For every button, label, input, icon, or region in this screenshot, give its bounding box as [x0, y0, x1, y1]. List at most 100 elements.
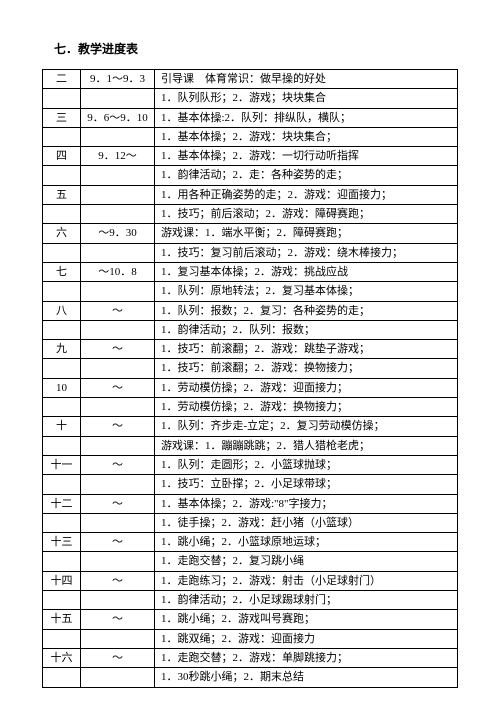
week-cell: 四	[43, 147, 81, 166]
date-cell: ～	[81, 494, 155, 513]
date-cell	[81, 359, 155, 378]
content-cell: 1．基本体操；2．游戏：块块集合；	[155, 127, 458, 146]
content-cell: 1．劳动模仿操；2．游戏：换物接力；	[155, 398, 458, 417]
week-cell	[43, 282, 81, 301]
table-row: 四9．12～1．基本体操；2．游戏：一切行动听指挥	[43, 147, 458, 166]
week-cell: 十四	[43, 571, 81, 590]
content-cell: 1．技巧；前后滚动；2．游戏：障碍赛跑；	[155, 205, 458, 224]
content-cell: 1．技巧：立卧撑；2．小足球带球；	[155, 475, 458, 494]
table-row: 1．走跑交替；2．复习跳小绳	[43, 552, 458, 571]
content-cell: 1．韵律活动；2．小足球踢球射门；	[155, 591, 458, 610]
week-cell: 九	[43, 340, 81, 359]
week-cell: 二	[43, 70, 81, 89]
date-cell	[81, 629, 155, 648]
date-cell	[81, 398, 155, 417]
week-cell: 五	[43, 185, 81, 204]
table-row: 十二～1．基本体操；2．游戏:"8"字接力；	[43, 494, 458, 513]
content-cell: 1．劳动模仿操；2．游戏：迎面接力；	[155, 378, 458, 397]
week-cell	[43, 668, 81, 687]
date-cell	[81, 513, 155, 532]
content-cell: 1．走跑交替；2．复习跳小绳	[155, 552, 458, 571]
table-row: 1．队列队形；2．游戏；块块集合	[43, 89, 458, 108]
table-row: 五 1．用各种正确姿势的走；2．游戏：迎面接力；	[43, 185, 458, 204]
week-cell	[43, 513, 81, 532]
content-cell: 1．队列队形；2．游戏；块块集合	[155, 89, 458, 108]
week-cell	[43, 205, 81, 224]
content-cell: 1．30秒跳小绳；2．期末总结	[155, 668, 458, 687]
table-row: 二9．1～9．3引导课 体育常识：做早操的好处	[43, 70, 458, 89]
content-cell: 1．队列：原地转法；2．复习基本体操；	[155, 282, 458, 301]
table-row: 1．技巧；前后滚动；2．游戏：障碍赛跑；	[43, 205, 458, 224]
date-cell: ～10．8	[81, 262, 155, 281]
date-cell: ～	[81, 648, 155, 667]
table-row: 1．技巧：前滚翻；2．游戏：换物接力；	[43, 359, 458, 378]
date-cell	[81, 591, 155, 610]
date-cell	[81, 436, 155, 455]
section-heading: 七．教学进度表	[54, 40, 458, 57]
content-cell: 1．队列：齐步走-立定；2．复习劳动模仿操；	[155, 417, 458, 436]
date-cell	[81, 552, 155, 571]
content-cell: 1．队列：报数；2．复习：各种姿势的走；	[155, 301, 458, 320]
content-cell: 引导课 体育常识：做早操的好处	[155, 70, 458, 89]
week-cell	[43, 475, 81, 494]
date-cell	[81, 320, 155, 339]
week-cell: 十五	[43, 610, 81, 629]
table-row: 1．劳动模仿操；2．游戏：换物接力；	[43, 398, 458, 417]
date-cell	[81, 185, 155, 204]
date-cell: ～	[81, 301, 155, 320]
week-cell: 十一	[43, 455, 81, 474]
week-cell: 十六	[43, 648, 81, 667]
table-row: 1．韵律活动；2．队列：报数；	[43, 320, 458, 339]
table-row: 1．徒手操；2．游戏：赶小猪（小篮球）	[43, 513, 458, 532]
content-cell: 1．韵律活动；2．走：各种姿势的走；	[155, 166, 458, 185]
content-cell: 1．走跑交替；2．游戏：单脚跳接力；	[155, 648, 458, 667]
table-row: 十一～1．队列：走圆形；2．小篮球抛球；	[43, 455, 458, 474]
table-row: 1．基本体操；2．游戏：块块集合；	[43, 127, 458, 146]
content-cell: 1．韵律活动；2．队列：报数；	[155, 320, 458, 339]
table-row: 1．技巧：立卧撑；2．小足球带球；	[43, 475, 458, 494]
week-cell	[43, 127, 81, 146]
week-cell: 七	[43, 262, 81, 281]
content-cell: 1．跳小绳；2．小篮球原地运球；	[155, 533, 458, 552]
date-cell: ～	[81, 340, 155, 359]
date-cell: 9．1～9．3	[81, 70, 155, 89]
week-cell: 10	[43, 378, 81, 397]
content-cell: 游戏课：1．端水平衡；2．障碍赛跑；	[155, 224, 458, 243]
table-row: 三9．6～9．101．基本体操:2．队列：排纵队，横队；	[43, 108, 458, 127]
table-row: 1．韵律活动；2．走：各种姿势的走；	[43, 166, 458, 185]
table-row: 1．技巧：复习前后滚动；2．游戏：绕木棒接力；	[43, 243, 458, 262]
date-cell: ～	[81, 533, 155, 552]
date-cell	[81, 475, 155, 494]
content-cell: 1．技巧：复习前后滚动；2．游戏：绕木棒接力；	[155, 243, 458, 262]
content-cell: 1．跳小绳；2．游戏叫号赛跑；	[155, 610, 458, 629]
date-cell	[81, 89, 155, 108]
date-cell: 9．12～	[81, 147, 155, 166]
content-cell: 1．徒手操；2．游戏：赶小猪（小篮球）	[155, 513, 458, 532]
table-row: 十三～1．跳小绳；2．小篮球原地运球；	[43, 533, 458, 552]
week-cell	[43, 552, 81, 571]
date-cell: ～	[81, 417, 155, 436]
content-cell: 游戏课：1．蹦蹦跳跳；2．猎人猎枪老虎；	[155, 436, 458, 455]
table-row: 1．队列：原地转法；2．复习基本体操；	[43, 282, 458, 301]
date-cell	[81, 282, 155, 301]
date-cell	[81, 668, 155, 687]
content-cell: 1．基本体操:2．队列：排纵队，横队；	[155, 108, 458, 127]
table-row: 八～1．队列：报数；2．复习：各种姿势的走；	[43, 301, 458, 320]
date-cell	[81, 166, 155, 185]
date-cell: ～	[81, 378, 155, 397]
content-cell: 1．用各种正确姿势的走；2．游戏：迎面接力；	[155, 185, 458, 204]
content-cell: 1．基本体操；2．游戏:"8"字接力；	[155, 494, 458, 513]
table-row: 十五～1．跳小绳；2．游戏叫号赛跑；	[43, 610, 458, 629]
table-row: 1．跳双绳；2．游戏：迎面接力	[43, 629, 458, 648]
content-cell: 1．技巧：前滚翻；2．游戏：跳垫子游戏；	[155, 340, 458, 359]
date-cell: ～9．30	[81, 224, 155, 243]
week-cell: 十二	[43, 494, 81, 513]
week-cell	[43, 398, 81, 417]
date-cell: ～	[81, 455, 155, 474]
table-row: 七～10．81．复习基本体操；2．游戏：挑战应战	[43, 262, 458, 281]
content-cell: 1．跳双绳；2．游戏：迎面接力	[155, 629, 458, 648]
table-row: 1．韵律活动；2．小足球踢球射门；	[43, 591, 458, 610]
week-cell	[43, 166, 81, 185]
week-cell	[43, 320, 81, 339]
date-cell: ～	[81, 571, 155, 590]
